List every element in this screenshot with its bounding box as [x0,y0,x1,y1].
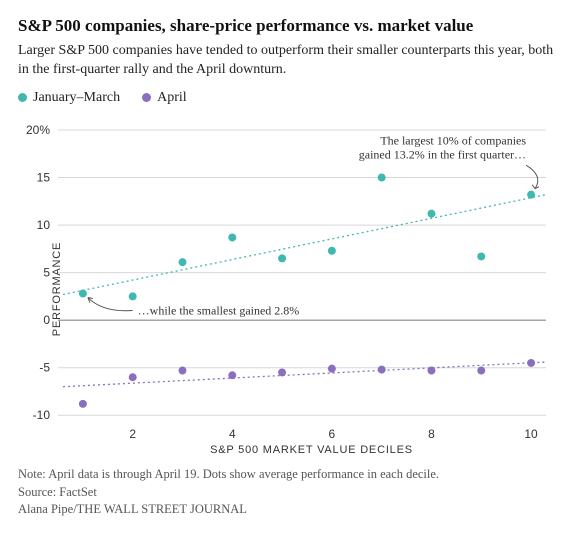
chart-credit: Alana Pipe/THE WALL STREET JOURNAL [18,502,565,517]
svg-text:8: 8 [428,427,435,441]
chart-container: PERFORMANCE -10 -5 0 5 10 15 20% 2 4 6 8 10 The larg… [18,122,565,456]
svg-text:…while the smallest gained 2.8: …while the smallest gained 2.8% [138,303,300,317]
x-axis-label: S&P 500 MARKET VALUE DECILES [18,444,565,456]
chart-note: Note: April data is through April 19. Do… [18,466,565,484]
legend-dot-a [18,93,27,102]
svg-text:-5: -5 [39,360,50,374]
chart-subtitle: Larger S&P 500 companies have tended to … [18,42,565,80]
svg-text:6: 6 [329,427,336,441]
legend-item-april: April [142,90,187,106]
svg-text:5: 5 [43,265,50,279]
svg-text:The largest 10% of companies: The largest 10% of companies [380,133,526,147]
svg-text:4: 4 [229,427,236,441]
y-axis-label: PERFORMANCE [51,242,63,336]
svg-text:10: 10 [37,218,51,232]
chart-source: Source: FactSet [18,485,565,500]
svg-text:2: 2 [129,427,136,441]
legend-label-b: April [157,90,187,106]
svg-text:0: 0 [43,313,50,327]
svg-text:gained 13.2% in the first quar: gained 13.2% in the first quarter… [359,147,526,161]
scatter-chart: -10 -5 0 5 10 15 20% 2 4 6 8 10 The largest 10% of c… [18,122,558,442]
svg-text:20%: 20% [26,123,50,137]
chart-title: S&P 500 companies, share-price performan… [18,16,565,36]
legend-item-jan-mar: January–March [18,90,120,106]
svg-text:-10: -10 [33,408,51,422]
legend-label-a: January–March [33,90,120,106]
legend-dot-b [142,93,151,102]
svg-text:15: 15 [37,170,51,184]
legend: January–March April [18,90,565,106]
svg-text:10: 10 [524,427,538,441]
